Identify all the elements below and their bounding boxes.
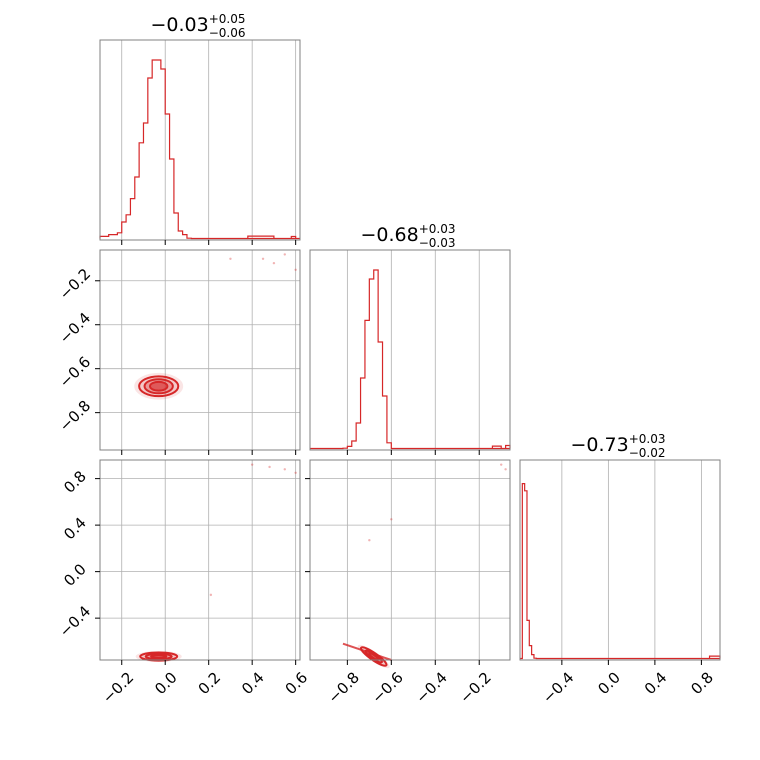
stray-sample-point	[500, 463, 503, 466]
y-tick-label: −0.2	[56, 265, 94, 303]
x-tick-label: 0.4	[238, 668, 268, 698]
stray-sample-point	[283, 253, 286, 256]
panel-frame	[519, 459, 721, 661]
stray-sample-point	[272, 261, 276, 265]
y-tick-label: 0.4	[60, 514, 90, 544]
parameter-title-1: −0.68+0.03	[360, 222, 455, 246]
title-upper-error: +0.03	[419, 222, 456, 236]
histogram-step	[520, 483, 720, 660]
histogram-tail-bin	[247, 235, 275, 239]
title-median: −0.68	[360, 224, 418, 246]
y-axis-row-2: −0.4 0.0 0.4 0.8	[56, 467, 100, 641]
title-lower-error: −0.02	[629, 446, 666, 460]
y-tick-label: −0.8	[56, 397, 94, 435]
histogram-step	[310, 269, 510, 450]
title-upper-error: +0.03	[629, 432, 666, 446]
histogram-panel-1: −0.68+0.03−0.03	[309, 222, 511, 451]
y-tick-label: 0.0	[60, 560, 90, 590]
panel-frame	[309, 249, 511, 451]
parameter-title-0: −0.03+0.05	[150, 12, 245, 36]
stray-sample-point	[390, 518, 393, 521]
y-tick-label: −0.6	[56, 353, 94, 391]
x-tick-label: −0.6	[368, 668, 406, 706]
x-axis-col-2: −0.4 0.0 0.4 0.8	[539, 668, 717, 706]
panel-frame	[99, 459, 301, 661]
x-tick-label: 0.2	[195, 668, 225, 698]
x-axis-col-1: −0.8 −0.6 −0.4 −0.2	[324, 668, 494, 706]
title-median: −0.73	[570, 434, 628, 456]
x-axis-col-0: −0.2 0.0 0.2 0.4 0.6	[99, 668, 311, 706]
panel-frame	[99, 249, 301, 451]
stray-sample-point	[250, 463, 254, 466]
stray-sample-point	[268, 465, 271, 469]
panel-frame	[309, 459, 511, 661]
stray-sample-point	[209, 593, 213, 597]
x-tick-label: 0.6	[282, 668, 312, 698]
title-upper-error: +0.05	[209, 12, 246, 26]
stray-sample-point	[294, 268, 297, 271]
panel-frame	[99, 39, 301, 241]
stray-sample-point	[368, 539, 371, 542]
histogram-tail-bin	[290, 235, 297, 239]
stray-sample-point	[261, 257, 265, 260]
y-axis-row-1: −0.8 −0.6 −0.4 −0.2	[56, 265, 100, 435]
histogram-tail-bin	[491, 445, 502, 449]
x-tick-label: 0.0	[151, 668, 181, 698]
stray-sample-point	[504, 468, 507, 471]
scatter-panel-0-1	[99, 249, 301, 451]
x-tick-label: −0.4	[412, 668, 450, 706]
title-median: −0.03	[150, 14, 208, 36]
y-tick-label: −0.4	[56, 602, 94, 640]
y-tick-label: 0.8	[60, 467, 90, 497]
parameter-title-2: −0.73+0.03	[570, 432, 665, 456]
x-tick-label: −0.4	[539, 668, 577, 706]
x-tick-label: 0.4	[641, 668, 671, 698]
scatter-panel-1-2	[309, 459, 511, 669]
density-contour	[149, 380, 169, 392]
stray-sample-point	[283, 468, 286, 471]
title-lower-error: −0.06	[209, 26, 246, 40]
stray-sample-point	[229, 257, 232, 260]
histogram-step	[99, 59, 300, 240]
density-contour	[150, 654, 168, 659]
y-tick-label: −0.4	[56, 309, 94, 347]
x-tick-label: 0.8	[687, 668, 717, 698]
x-tick-label: 0.0	[594, 668, 624, 698]
scatter-panel-0-2	[99, 459, 301, 663]
x-tick-label: −0.2	[99, 668, 137, 706]
title-lower-error: −0.03	[419, 236, 456, 250]
sample-streak	[342, 642, 392, 661]
stray-sample-point	[294, 471, 297, 474]
histogram-panel-0: −0.03+0.05−0.06	[99, 12, 301, 241]
x-tick-label: −0.2	[456, 668, 494, 706]
histogram-panel-2: −0.73+0.03−0.02	[519, 432, 721, 661]
x-tick-label: −0.8	[324, 668, 362, 706]
